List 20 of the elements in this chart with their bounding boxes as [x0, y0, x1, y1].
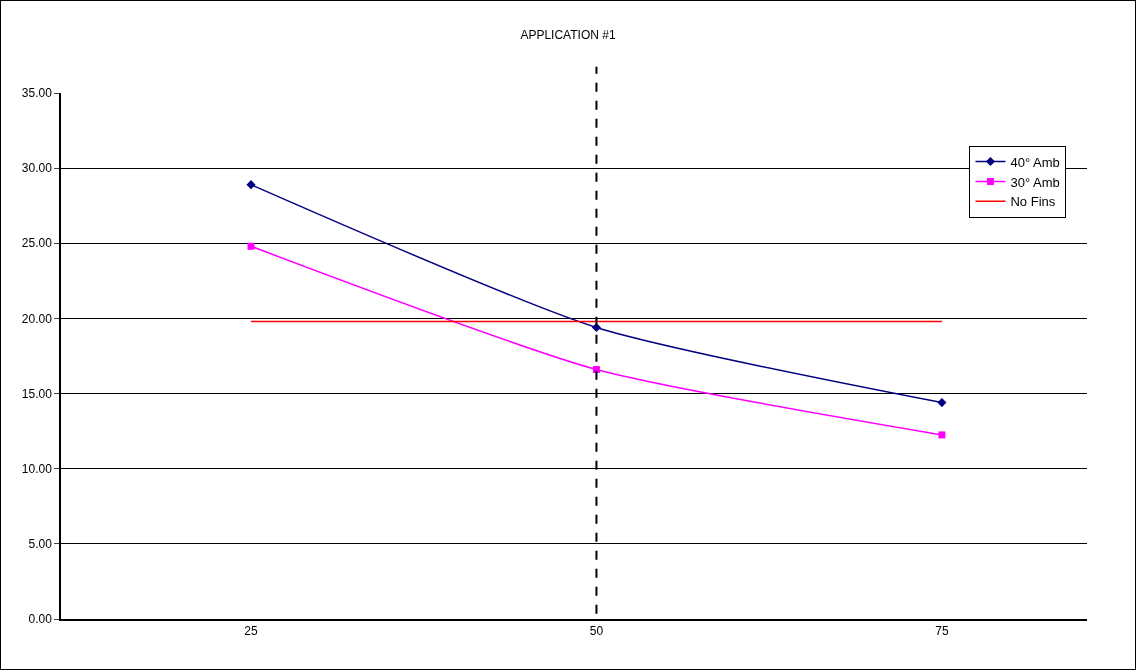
legend-label: 40° Amb [1010, 154, 1060, 170]
point [938, 431, 946, 439]
y-tick-label: 35.00 [21, 86, 53, 101]
y-tick-label: 10.00 [21, 461, 53, 476]
point [246, 180, 256, 190]
point [937, 398, 947, 408]
point [592, 366, 600, 374]
y-tick-label: 0.00 [28, 612, 53, 627]
y-tick-label: 15.00 [21, 386, 53, 401]
y-tick-label: 5.00 [28, 537, 53, 552]
y-tick-label: 20.00 [21, 311, 53, 326]
x-tick-label: 75 [935, 624, 949, 639]
legend-label: No Fins [1010, 194, 1056, 210]
y-tick-label: 30.00 [21, 161, 53, 176]
point [247, 242, 255, 250]
x-tick-label: 50 [589, 624, 604, 639]
x-tick-label: 25 [244, 624, 258, 639]
chart-title: APPLICATION #1 [520, 28, 616, 43]
legend-label: 30° Amb [1010, 174, 1060, 190]
y-tick-label: 25.00 [21, 236, 53, 251]
